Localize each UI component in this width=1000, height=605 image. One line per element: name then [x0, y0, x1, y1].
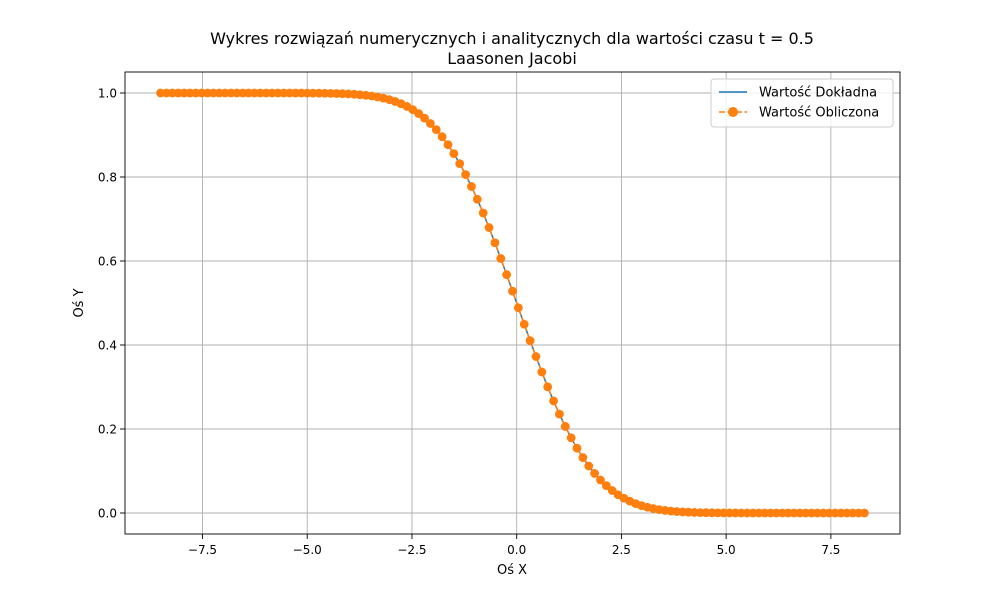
data-point-computed — [525, 336, 535, 345]
grid-layer — [125, 72, 900, 534]
x-tick-label: 2.5 — [612, 543, 631, 557]
y-tick-label: 0.0 — [98, 507, 117, 521]
data-point-computed — [420, 113, 429, 123]
data-point-computed — [472, 194, 482, 204]
chart-subtitle: Laasonen Jacobi — [447, 49, 577, 68]
data-point-computed — [537, 367, 547, 377]
data-point-computed — [425, 119, 435, 128]
data-point-computed — [590, 469, 600, 478]
y-tick-label: 1.0 — [98, 87, 117, 101]
data-point-computed — [431, 125, 441, 135]
legend-marker-computed — [728, 107, 738, 117]
data-point-computed — [555, 409, 564, 419]
data-point-computed — [508, 286, 517, 296]
data-point-computed — [578, 453, 588, 462]
data-point-computed — [543, 382, 553, 392]
x-tick-label: 0.0 — [507, 543, 526, 557]
legend: Wartość Dokładna Wartość Obliczona — [710, 78, 894, 128]
data-point-computed — [584, 461, 594, 471]
legend-frame — [710, 78, 894, 128]
x-tick-label: 7.5 — [821, 543, 840, 557]
data-point-computed — [566, 433, 576, 443]
y-tick-label: 0.2 — [98, 423, 117, 437]
data-point-computed — [560, 422, 570, 431]
data-point-computed — [502, 270, 512, 280]
data-point-computed — [519, 319, 529, 329]
data-point-computed — [549, 396, 558, 406]
data-point-computed — [572, 443, 582, 453]
data-point-computed — [478, 208, 488, 218]
y-tick-label: 0.4 — [98, 339, 117, 353]
data-point-computed — [449, 149, 459, 159]
data-point-computed — [601, 481, 611, 491]
legend-label-computed: Wartość Obliczona — [759, 106, 879, 121]
x-tick-label: −7.5 — [188, 543, 217, 557]
legend-label-exact: Wartość Dokładna — [759, 86, 877, 101]
data-point-computed — [490, 238, 500, 248]
data-point-computed — [513, 303, 523, 313]
x-axis-label: Oś X — [497, 563, 527, 578]
y-tick-label: 0.6 — [98, 255, 117, 269]
x-tick-label: −2.5 — [397, 543, 426, 557]
title-group: Wykres rozwiązań numerycznych i analityc… — [210, 29, 814, 68]
x-tick-label: 5.0 — [717, 543, 736, 557]
data-point-computed — [496, 254, 506, 263]
data-point-computed — [531, 352, 541, 361]
data-point-computed — [596, 475, 605, 485]
chart-title: Wykres rozwiązań numerycznych i analityc… — [210, 29, 814, 48]
data-point-computed — [859, 508, 869, 518]
series-layer — [156, 88, 869, 518]
data-point-computed — [467, 182, 476, 191]
y-tick-label: 0.8 — [98, 171, 117, 185]
data-point-computed — [484, 223, 494, 232]
data-point-computed — [437, 132, 447, 142]
data-point-computed — [461, 170, 470, 179]
data-point-computed — [443, 140, 453, 150]
y-axis-label: Oś Y — [72, 288, 87, 317]
plot-frame — [124, 71, 901, 535]
data-point-computed — [455, 159, 465, 169]
ticks-layer: −7.5 −5.0 −2.5 0.0 2.5 5.0 7.5 0.0 0.2 0.4 0.6 0.8 1… — [98, 87, 841, 558]
x-tick-label: −5.0 — [293, 543, 322, 557]
